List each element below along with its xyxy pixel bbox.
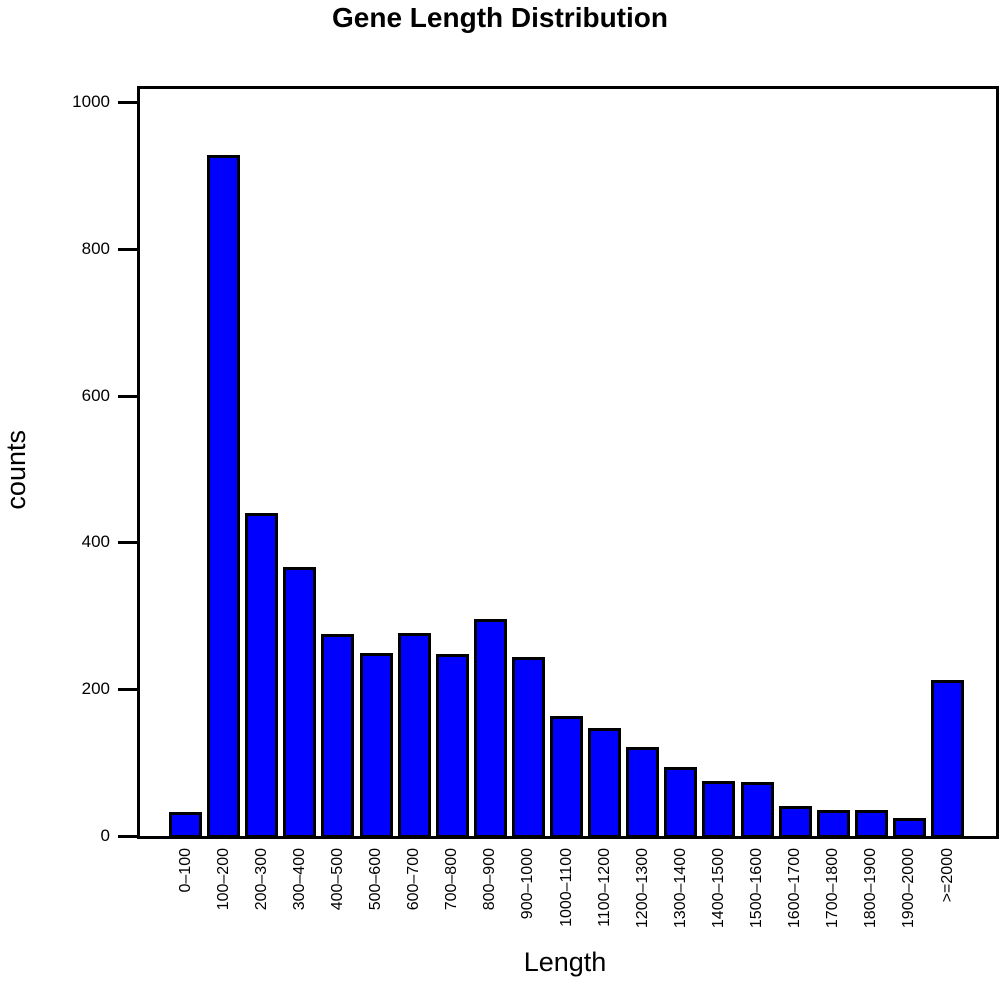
bar-1100-1200 [588,728,622,838]
bar-1300-1400 [664,767,698,838]
bar-1000-1100 [550,716,583,838]
x-tick-label: 1900–2000 [900,848,918,929]
x-tick-label: 500–600 [367,848,384,911]
chart-title: Gene Length Distribution [332,2,668,33]
bar-100-200 [207,154,241,838]
bar-500-600 [359,652,393,838]
y-tick-label: 600 [81,385,110,405]
bar-1700-1800 [816,809,850,838]
y-tick-label: 400 [81,532,110,552]
x-tick-label: 1600–1700 [786,848,804,929]
bar-200-300 [245,513,279,838]
bar-800-900 [473,618,507,838]
x-tick-label: 300–400 [290,848,308,911]
x-tick-label: 700–800 [443,848,461,911]
y-tick-mark [118,394,137,398]
x-tick-label: 400–500 [328,848,346,911]
bar-700-800 [435,653,469,838]
y-tick-label: 800 [81,238,110,258]
x-tick-label: 100–200 [214,848,232,911]
y-tick-mark [118,835,137,838]
bar->=2000 [931,680,964,838]
y-tick-label: 0 [100,826,110,845]
bar-300-400 [283,567,317,838]
x-tick-label: 1000–1100 [557,848,575,927]
bar-600-700 [397,632,431,838]
y-tick-label: 200 [81,679,110,699]
x-tick-label: 200–300 [252,848,270,911]
bar-900-1000 [511,656,545,838]
x-axis-title: Length [523,947,607,977]
bar-1400-1500 [702,780,736,838]
bar-1900-2000 [892,817,926,838]
x-tick-label: 0–100 [176,848,194,893]
y-tick-mark [118,541,137,545]
bar-1500-1600 [740,782,774,838]
x-tick-label: 600–700 [405,848,423,911]
x-tick-label: 1800–1900 [862,848,880,929]
bar-1600-1700 [778,805,812,838]
y-tick-label: 1000 [72,92,110,111]
x-tick-label: 1100–1200 [595,848,613,927]
y-tick-mark [118,101,137,104]
x-tick-label: 1300–1400 [671,848,689,929]
x-tick-label: >=2000 [938,848,956,903]
y-axis-title: counts [1,430,31,510]
bar-1200-1300 [626,747,660,838]
bar-400-500 [321,634,355,838]
x-tick-label: 1700–1800 [824,848,842,929]
x-tick-label: 1400–1500 [709,848,727,929]
bar-1800-1900 [854,810,888,838]
bar-0-100 [169,811,202,838]
y-tick-mark [118,688,137,692]
y-tick-mark [118,247,137,251]
x-tick-label: 900–1000 [519,848,537,920]
x-tick-label: 1500–1600 [748,848,765,929]
x-tick-label: 1200–1300 [633,848,651,929]
x-tick-label: 800–900 [481,848,499,911]
